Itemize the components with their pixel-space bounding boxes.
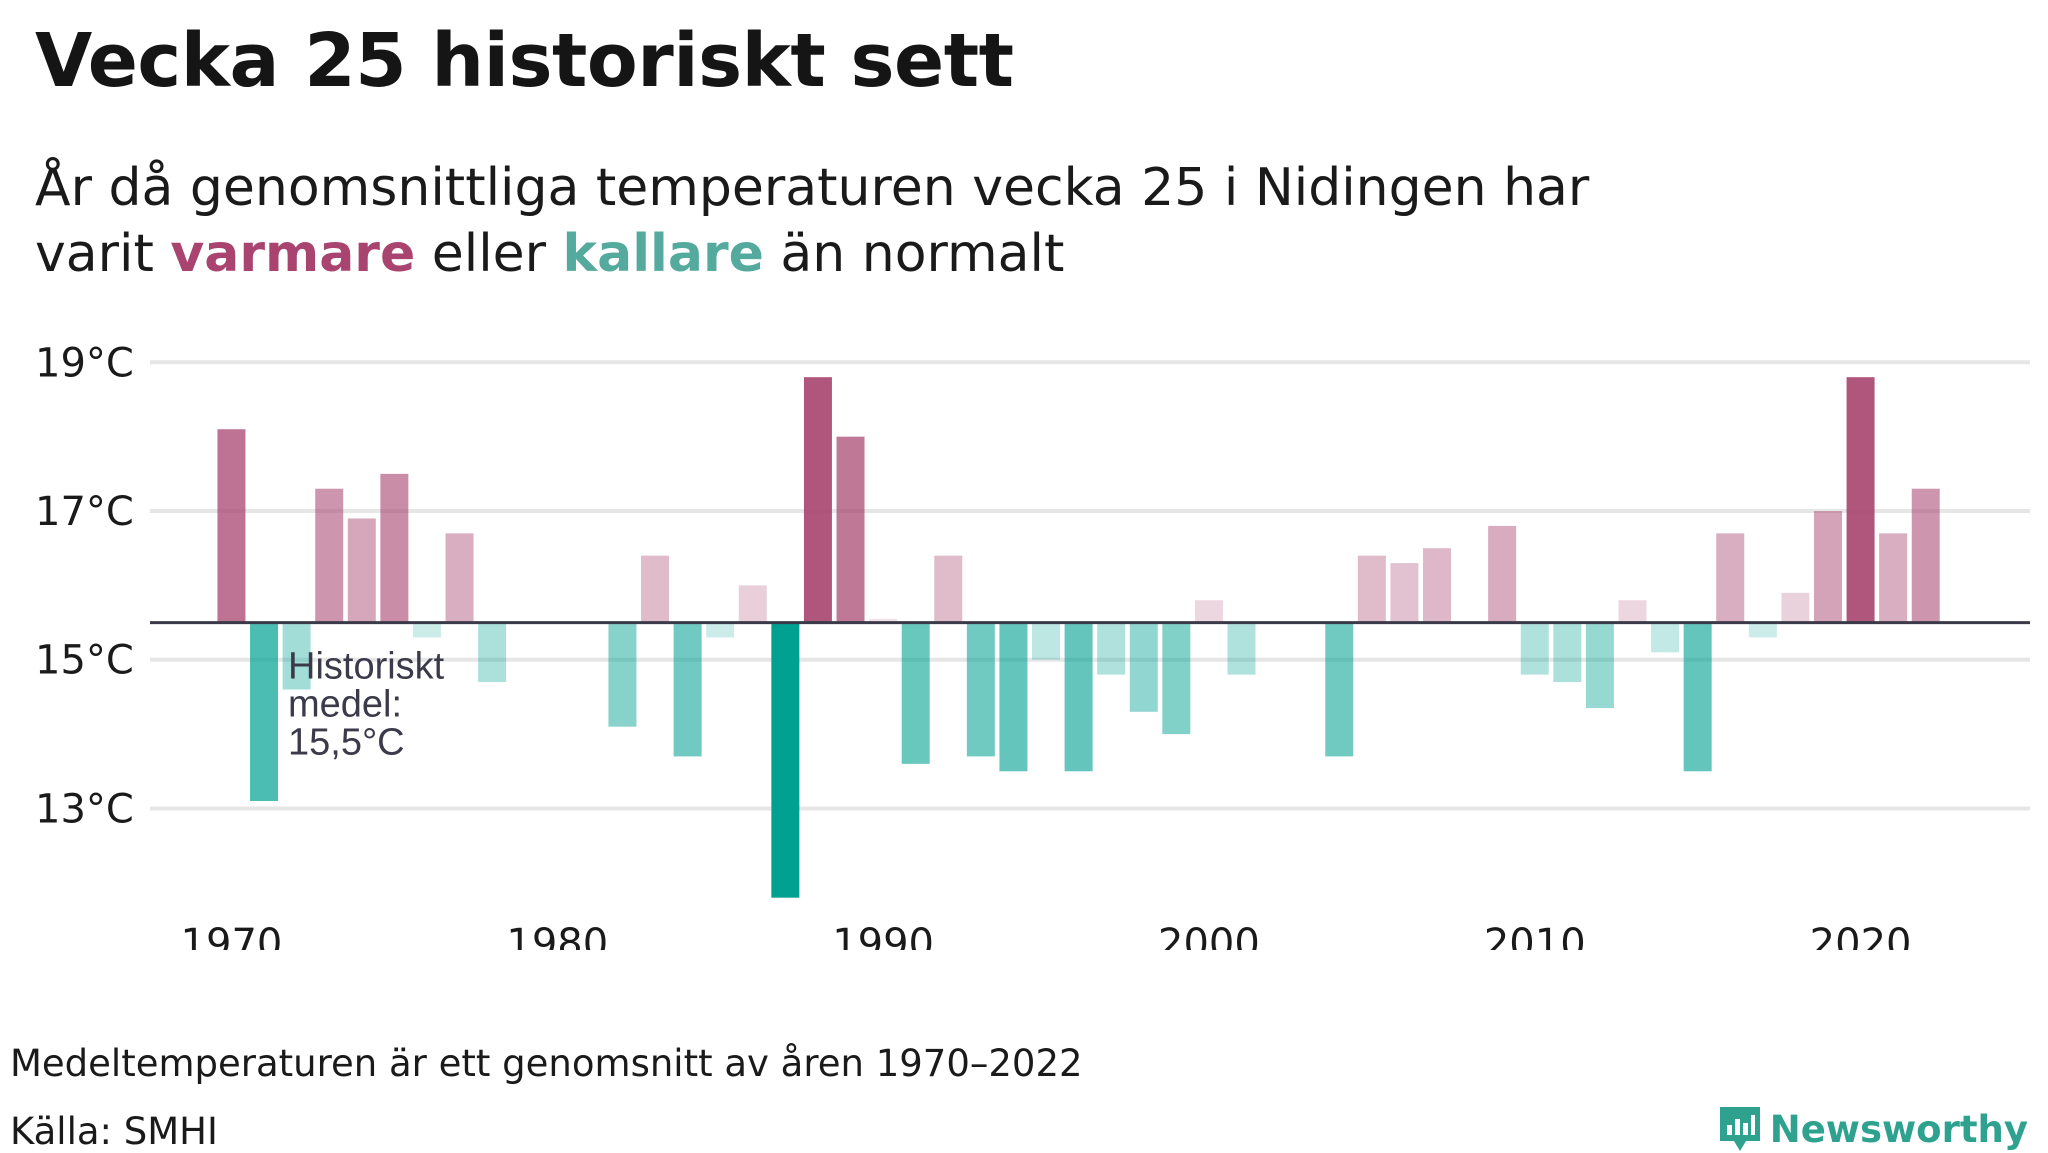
bar-2013 (1618, 600, 1647, 623)
footer-note: Medeltemperaturen är ett genomsnitt av å… (10, 1042, 1083, 1085)
bar-2000 (1194, 600, 1223, 623)
y-tick-label: 15°C (35, 638, 134, 684)
bar-2014 (1651, 622, 1680, 653)
bar-2007 (1423, 548, 1452, 623)
subtitle-warm-word: varmare (170, 224, 416, 284)
subtitle-middle: eller (431, 224, 547, 284)
annotation-line: medel: (288, 684, 402, 726)
bar-1992 (934, 555, 963, 623)
chart-title: Vecka 25 historiskt sett (35, 18, 1014, 104)
bar-1991 (901, 622, 930, 764)
bar-1997 (1097, 622, 1126, 675)
bar-1972 (282, 622, 311, 690)
bar-2009 (1488, 525, 1517, 623)
x-tick-label: 1980 (506, 921, 608, 950)
bar-1982 (608, 622, 637, 727)
bar-2017 (1748, 622, 1777, 638)
bar-2020 (1846, 377, 1875, 623)
bar-1985 (706, 622, 735, 638)
subtitle-prefix: varit (35, 224, 154, 284)
bar-1993 (966, 622, 995, 757)
newsworthy-logo-icon (1719, 1107, 1760, 1151)
bar-1990 (869, 618, 898, 623)
bar-1998 (1129, 622, 1158, 712)
x-tick-label: 2020 (1810, 921, 1912, 950)
bar-1983 (641, 555, 670, 623)
bar-2015 (1683, 622, 1712, 772)
temperature-bar-chart: 13°C15°C17°C19°C Historisktmedel:15,5°C … (35, 340, 2030, 950)
bar-2001 (1227, 622, 1256, 675)
bar-2021 (1879, 533, 1908, 623)
subtitle-cold-word: kallare (562, 224, 764, 284)
y-tick-label: 19°C (35, 340, 134, 386)
bar-1976 (412, 622, 441, 638)
x-tick-label: 2010 (1484, 921, 1586, 950)
brand-logo: Newsworthy (1718, 1105, 2028, 1153)
bar-2011 (1553, 622, 1582, 683)
x-tick-label: 2000 (1158, 921, 1260, 950)
bar-1988 (803, 377, 832, 623)
x-tick-label: 1970 (181, 921, 283, 950)
bar-1970 (217, 429, 246, 623)
y-tick-label: 17°C (35, 489, 134, 535)
bar-2004 (1325, 622, 1354, 757)
bar-2012 (1585, 622, 1614, 709)
bar-1996 (1064, 622, 1093, 772)
bar-1989 (836, 436, 865, 623)
grid-lines (150, 360, 2030, 811)
bar-2022 (1911, 488, 1940, 623)
subtitle-line-1: År då genomsnittliga temperaturen vecka … (35, 158, 1590, 218)
bar-1987 (771, 622, 800, 898)
bar-2018 (1781, 592, 1810, 623)
bar-1994 (999, 622, 1028, 772)
subtitle-line-2: varit varmare eller kallare än normalt (35, 221, 1735, 287)
bar-2016 (1716, 533, 1745, 623)
annotation-line: 15,5°C (288, 722, 405, 764)
bar-2019 (1813, 511, 1842, 623)
bar-1975 (380, 473, 409, 623)
subtitle-suffix: än normalt (780, 224, 1065, 284)
annotation-line: Historiskt (288, 646, 445, 688)
bar-1986 (738, 585, 767, 623)
x-axis-labels: 1970 1980 1990 2000 2010 2020 (181, 921, 1912, 950)
bar-1977 (445, 533, 474, 623)
chart-subtitle: År då genomsnittliga temperaturen vecka … (35, 155, 1735, 287)
bars (217, 377, 1940, 898)
bar-1995 (1032, 622, 1061, 660)
bar-2006 (1390, 563, 1419, 623)
bar-1978 (478, 622, 507, 683)
bar-1974 (347, 518, 376, 623)
bar-1984 (673, 622, 702, 757)
bar-2010 (1520, 622, 1549, 675)
bar-1973 (315, 488, 344, 623)
x-tick-label: 1990 (832, 921, 934, 950)
footer-source: Källa: SMHI (10, 1110, 218, 1153)
bar-2005 (1357, 555, 1386, 623)
bar-1971 (250, 622, 279, 802)
brand-name: Newsworthy (1769, 1107, 2028, 1151)
y-axis-labels: 13°C 15°C 17°C 19°C (35, 340, 134, 832)
y-tick-label: 13°C (35, 786, 134, 832)
bar-1999 (1162, 622, 1191, 735)
